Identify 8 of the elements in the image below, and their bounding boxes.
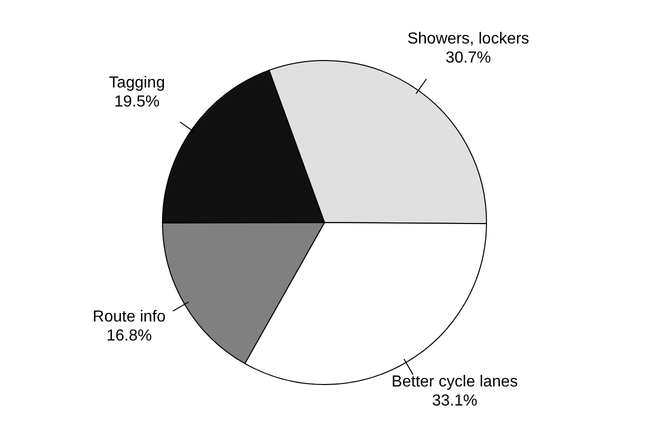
data-label: 30.7%: [446, 49, 491, 66]
data-label: 33.1%: [432, 392, 478, 410]
slice-label: Tagging: [108, 74, 165, 92]
slice-label: Showers, lockers: [407, 30, 530, 48]
slice-label: Better cycle lanes: [392, 373, 518, 390]
slice-label: Route info: [92, 308, 166, 326]
data-label: 16.8%: [106, 327, 152, 344]
data-label: 19.5%: [114, 93, 160, 110]
